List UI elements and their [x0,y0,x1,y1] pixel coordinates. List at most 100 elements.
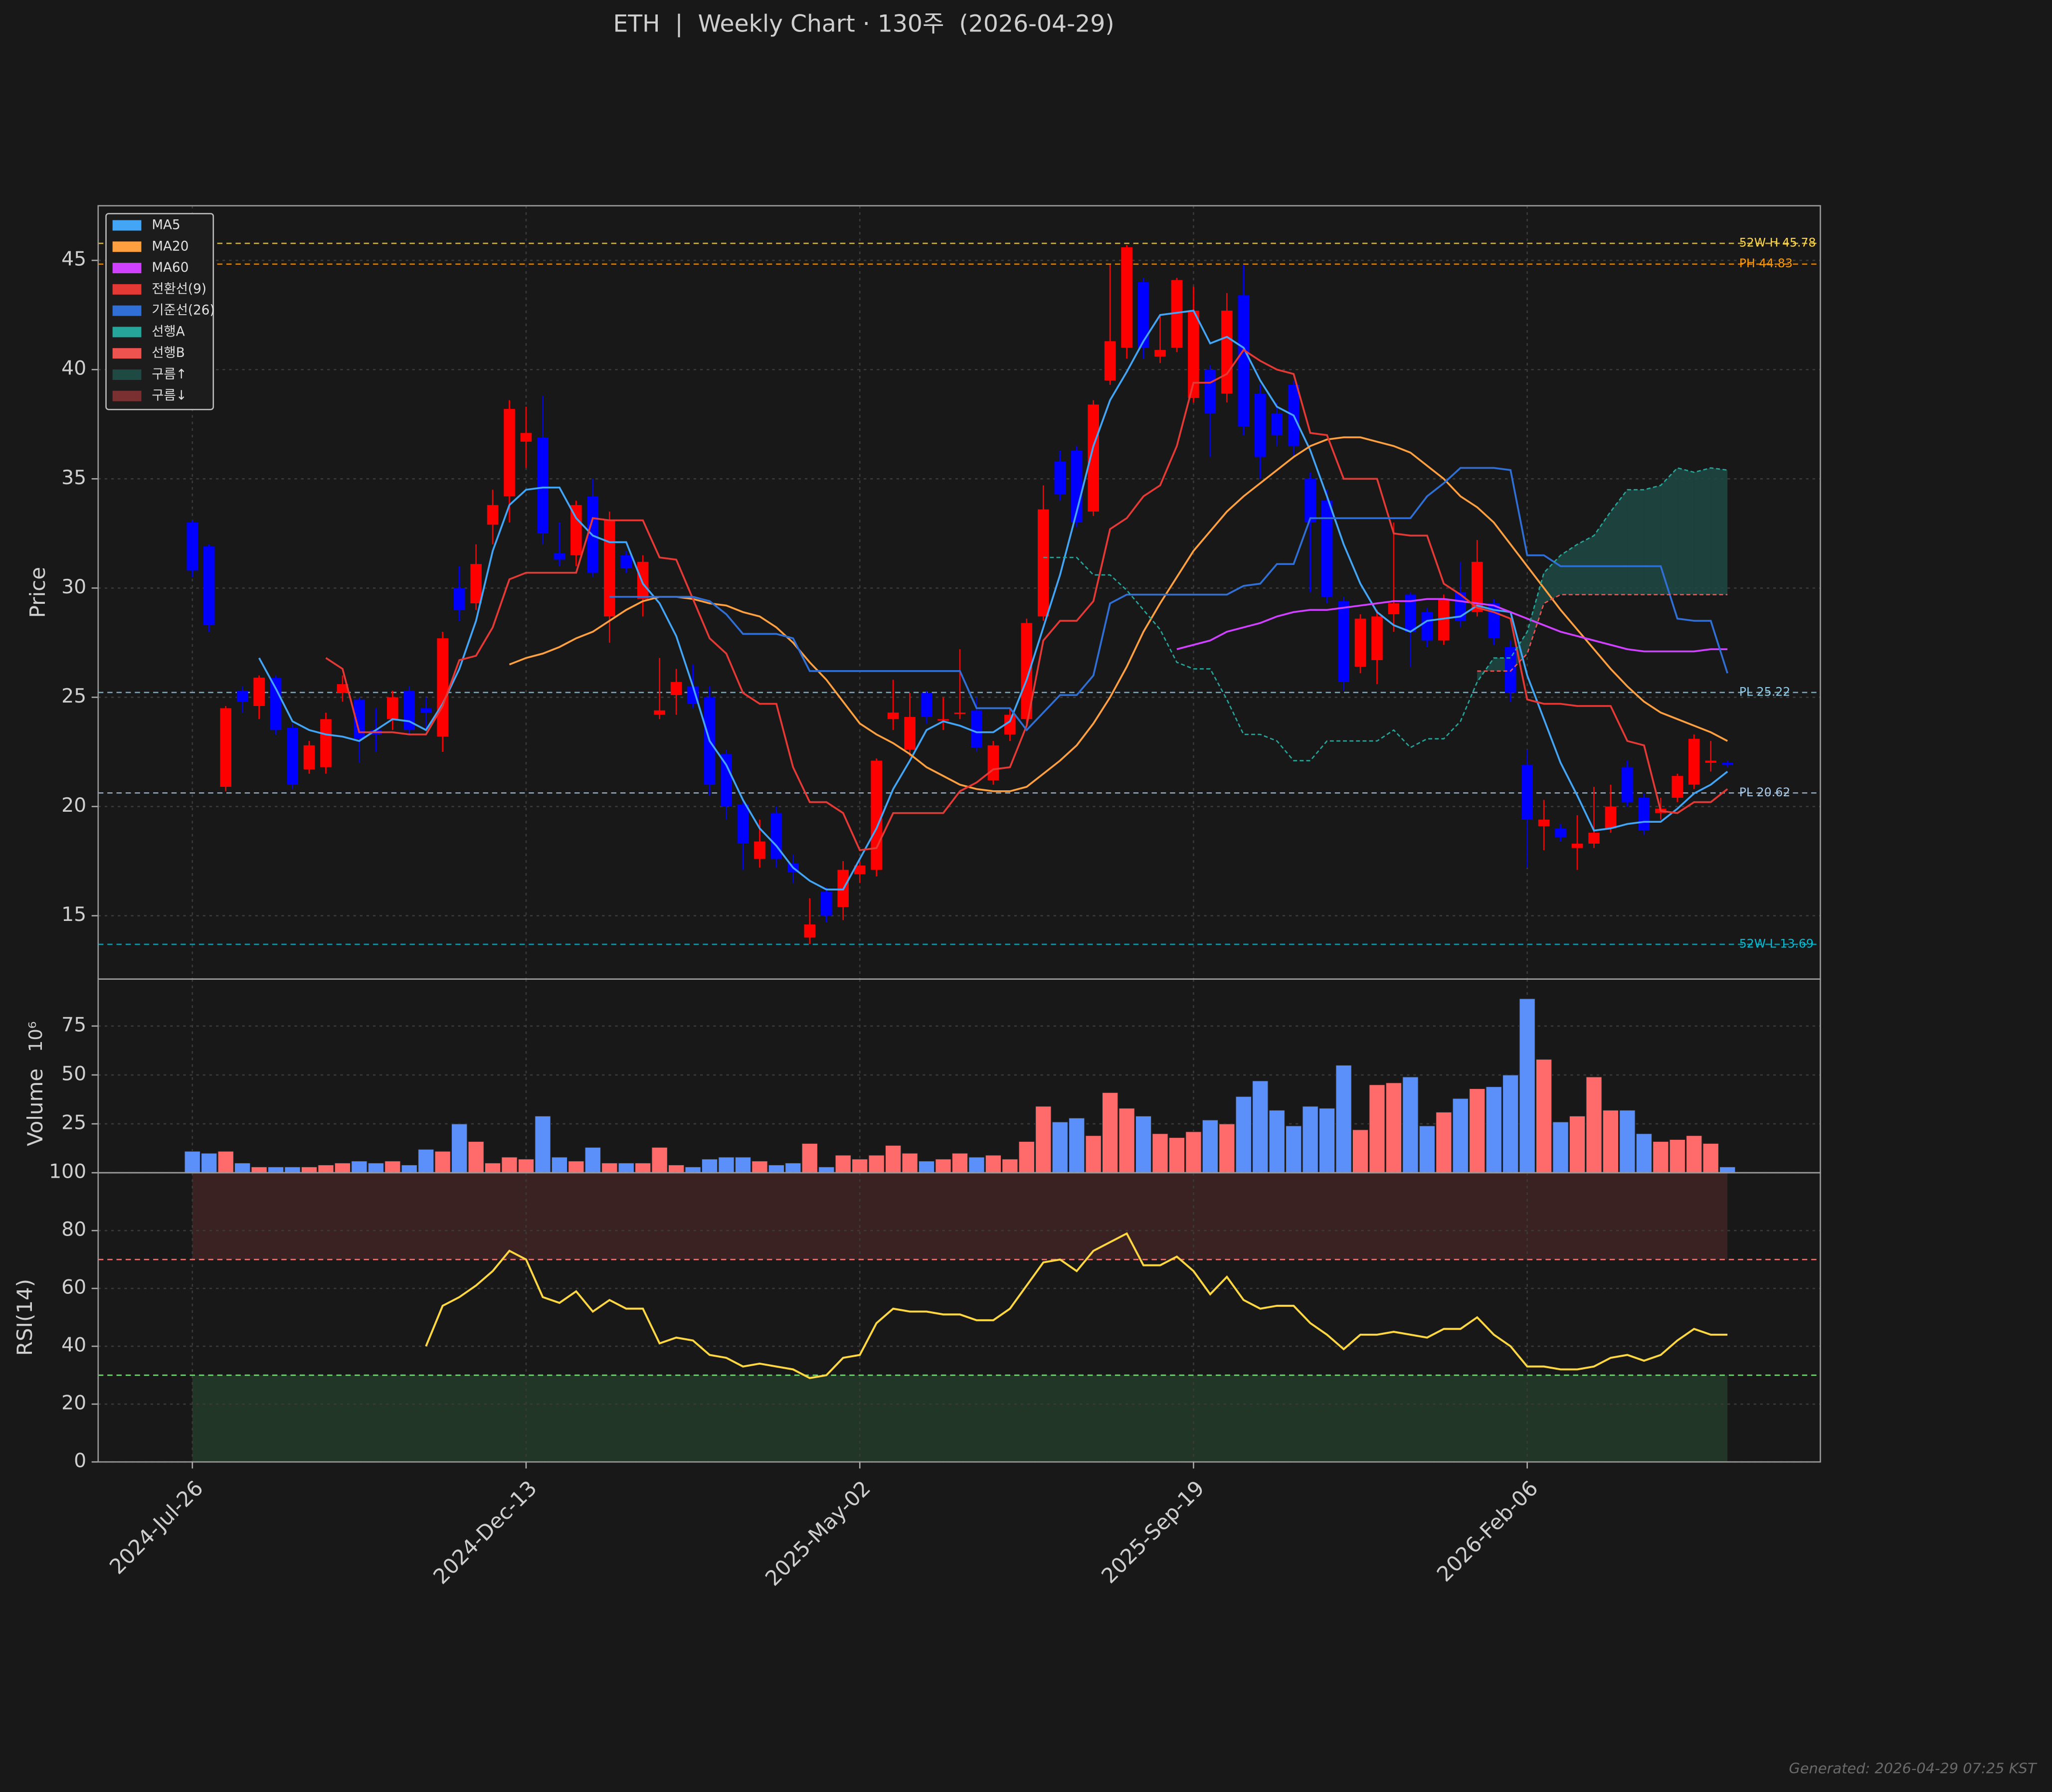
legend-label: 선행B [152,346,185,360]
reference-label: 52W H 45.78 [1739,236,1816,250]
candle-body [687,686,699,704]
candle-body [1588,833,1600,844]
legend-swatch [112,390,142,401]
volume-bar [584,1147,601,1173]
volume-bar [1469,1088,1486,1173]
line-series [1176,598,1728,653]
volume-bar [1102,1092,1119,1173]
candle-body [1672,776,1683,798]
legend-label: 선행A [152,324,185,339]
volume-bar [1385,1082,1402,1173]
candle-body [1071,450,1083,523]
volume-bar [801,1143,818,1173]
volume-bar [1519,998,1536,1173]
line-series [1043,467,1728,761]
volume-bar [685,1166,702,1173]
candle-body [1221,310,1233,394]
volume-bar [184,1151,201,1173]
volume-bar [1135,1115,1152,1173]
volume-bar [918,1160,935,1173]
reference-label: PL 20.62 [1739,785,1790,799]
volume-bar [1402,1076,1419,1173]
legend-label: MA60 [152,260,188,275]
candle-body [1721,762,1733,765]
volume-bar [1052,1121,1069,1173]
volume-bar [535,1115,551,1173]
y-axis-scale: 10⁶ [25,1021,46,1052]
volume-bar [1685,1135,1702,1173]
candle-body [487,505,499,525]
volume-bar [384,1160,401,1173]
volume-bar [1602,1109,1619,1173]
legend-swatch [112,220,142,231]
candle-body [220,708,231,787]
volume-bar [267,1166,284,1173]
line-series [1477,594,1728,672]
candle-body [504,409,515,497]
cloud [1594,512,1611,595]
candle-body [921,693,933,717]
volume-bar [1185,1131,1202,1173]
legend-label: MA5 [152,218,180,233]
candle-body [1104,341,1116,381]
candle-body [1088,404,1099,512]
volume-bar [484,1162,501,1173]
y-tick-label: 75 [61,1013,86,1036]
candle-body [437,638,448,737]
candle-body [637,561,649,599]
line-series [258,309,1728,891]
candle-body [971,710,982,748]
candle-body [1254,393,1266,457]
volume-bar [835,1155,852,1173]
y-tick-label: 20 [61,1392,86,1415]
volume-bar [251,1166,268,1173]
volume-bar [1669,1139,1686,1173]
y-tick-label: 30 [61,575,86,598]
candle-body [520,433,532,442]
candle-body [670,682,682,696]
volume-bar [1419,1125,1436,1173]
reference-label: PL 25.22 [1739,685,1790,699]
candle-body [804,924,816,938]
volume-bar [1202,1119,1219,1173]
volume-bar [1486,1086,1502,1173]
reference-label: 52W L 13.69 [1739,936,1814,950]
candle-body [1154,350,1166,357]
candle-body [1054,461,1066,494]
candle-body [987,745,999,780]
candle-body [453,588,465,610]
candle-body [303,745,315,770]
volume-bar [1018,1141,1035,1173]
candle-body [203,546,215,625]
legend-swatch [112,241,142,252]
candle-body [904,717,916,750]
cloud [1644,485,1661,595]
volume-bar [1702,1143,1719,1173]
y-axis-label: RSI(14) [12,1279,37,1356]
volume-bar [634,1162,651,1173]
volume-bar [1369,1084,1385,1173]
candle-body [654,710,665,715]
volume-bar [351,1160,368,1173]
candle-body [287,727,298,785]
y-tick-label: 60 [61,1276,86,1299]
candle-body [821,892,832,916]
volume-bar [434,1151,451,1173]
y-tick-label: 45 [61,248,86,271]
volume-bar [234,1162,251,1173]
cloud [1661,468,1678,595]
candle-body [1538,819,1550,826]
volume-bar [1235,1096,1252,1173]
volume-bar [784,1162,801,1173]
candle-body [1238,295,1250,427]
candle-body [187,522,198,571]
candle-body [854,865,866,875]
candle-body [1271,413,1283,435]
y-tick-label: 25 [61,1111,86,1134]
volume-bar [935,1158,951,1173]
candle-body [770,813,782,859]
zone-fill [192,1375,1728,1462]
volume-bar [518,1158,535,1173]
y-tick-label: 50 [61,1062,86,1085]
